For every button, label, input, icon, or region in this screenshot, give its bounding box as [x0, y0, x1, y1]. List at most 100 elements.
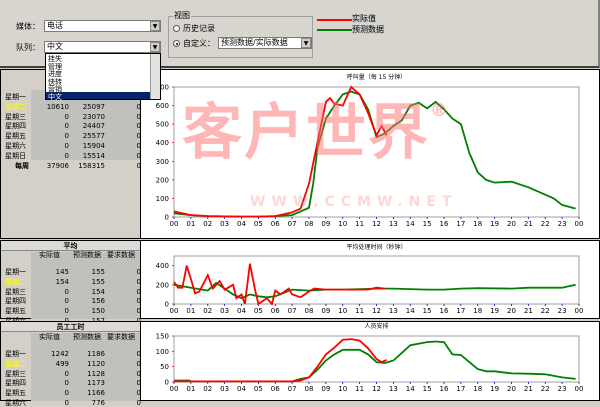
row-day-label: 星期三: [5, 369, 26, 378]
x-tick-label: 18: [473, 220, 482, 228]
plot-area: [173, 255, 580, 305]
actual-series-line: [173, 263, 385, 306]
table-cell: 0: [64, 369, 69, 378]
view-custom-radio[interactable]: [173, 40, 180, 47]
queue-option-selected[interactable]: 中文: [48, 92, 62, 101]
x-tick-label: 02: [203, 385, 212, 393]
table-cell: 1173: [87, 379, 105, 388]
x-tick-label: 15: [423, 385, 432, 393]
row-day-label: 星期四: [5, 122, 26, 131]
volume-table-bg: [31, 90, 140, 160]
x-tick-label: 13: [389, 385, 398, 393]
staff-table-title: 员工工时: [56, 323, 85, 331]
queue-dropdown-list[interactable]: 挂失 管理 进度 快转 营销 中文: [45, 53, 161, 100]
table-cell: 150: [91, 307, 105, 316]
x-tick-label: 16: [440, 385, 449, 393]
queue-option[interactable]: 快转: [48, 77, 62, 86]
y-tick-label: 0: [165, 379, 169, 387]
table-cell: 0: [136, 151, 141, 160]
queue-option[interactable]: 挂失: [48, 55, 62, 63]
y-tick-label: 100: [156, 195, 169, 203]
chart-title: 呼叫量（每 15 分钟）: [347, 73, 406, 81]
view-custom-label[interactable]: 自定义：: [183, 39, 215, 48]
queue-option[interactable]: 营销: [48, 85, 62, 93]
table-cell: 145: [55, 268, 69, 276]
x-tick-label: 21: [524, 385, 533, 393]
x-tick-label: 23: [558, 307, 567, 315]
x-tick-label: 04: [237, 385, 246, 393]
queue-option[interactable]: 管理: [48, 62, 62, 71]
table-cell: 0: [136, 369, 141, 378]
x-tick-label: 23: [558, 385, 567, 393]
actual-series-line: [173, 85, 388, 218]
x-tick-label: 04: [237, 307, 246, 315]
x-tick-label: 15: [423, 307, 432, 315]
row-day-label: 星期一: [5, 350, 26, 358]
actual-series-line: [174, 338, 387, 383]
y-tick-label: 200: [156, 281, 169, 289]
row-day-label: 星期五: [5, 307, 26, 316]
chevron-down-icon[interactable]: ▼: [150, 42, 160, 52]
x-tick-label: 17: [456, 385, 465, 393]
table-cell: 0: [64, 112, 69, 121]
custom-view-select[interactable]: 预测数据/实际数据 ▼: [218, 37, 312, 49]
media-select[interactable]: 电话 ▼: [44, 20, 161, 32]
chevron-down-icon[interactable]: ▼: [301, 38, 311, 48]
row-day-label: 星期四: [5, 379, 26, 388]
table-cell: 0: [64, 287, 69, 296]
row-day-label: 星期四: [5, 297, 26, 306]
media-label: 媒体：: [16, 22, 40, 31]
y-tick-label: 300: [156, 158, 169, 166]
x-tick-label: 06: [271, 385, 280, 393]
x-tick-label: 18: [473, 385, 482, 393]
queue-option[interactable]: 进度: [48, 70, 62, 78]
x-tick-label: 14: [406, 220, 415, 228]
table-cell: 10610: [46, 102, 69, 111]
x-tick-label: 01: [186, 385, 195, 393]
forecast-series-line: [173, 90, 576, 218]
view-history-radio[interactable]: [173, 25, 180, 32]
y-tick-label: 500: [156, 121, 169, 129]
x-tick-label: 05: [254, 307, 263, 315]
x-tick-label: 02: [203, 220, 212, 228]
x-tick-label: 07: [288, 307, 297, 315]
x-tick-label: 08: [305, 385, 314, 393]
x-tick-label: 00: [575, 307, 584, 315]
row-day-label: 星期五: [5, 132, 26, 141]
column-header: 预测数据: [73, 333, 101, 341]
x-tick-label: 17: [456, 307, 465, 315]
table-cell: 0: [136, 161, 141, 170]
chart-title: 人员安排: [364, 322, 388, 330]
queue-select[interactable]: 中文 ▼: [44, 41, 161, 53]
x-tick-label: 20: [507, 385, 516, 393]
table-cell: 1128: [87, 369, 105, 378]
row-day-label: 星期六: [5, 142, 26, 150]
average-table-title: 平均: [63, 242, 78, 250]
x-tick-label: 23: [558, 220, 567, 228]
x-tick-label: 22: [541, 385, 550, 393]
y-tick-label: 150: [156, 333, 169, 341]
forecast-series-line: [174, 340, 576, 383]
table-cell: 1242: [51, 350, 69, 358]
table-cell: 155: [91, 277, 105, 286]
table-cell: 0: [136, 379, 141, 388]
x-tick-label: 18: [473, 307, 482, 315]
dropdown-scrollbar[interactable]: [150, 54, 160, 99]
y-tick-label: 600: [156, 102, 169, 110]
x-tick-label: 07: [288, 220, 297, 228]
x-tick-label: 12: [372, 307, 381, 315]
x-tick-label: 06: [271, 307, 280, 315]
x-tick-label: 04: [237, 220, 246, 228]
y-tick-label: 400: [156, 262, 169, 270]
x-tick-label: 12: [372, 220, 381, 228]
x-tick-label: 03: [220, 220, 229, 228]
table-cell: 155: [91, 268, 105, 276]
table-cell: 776: [91, 399, 105, 407]
table-cell: 0: [136, 297, 141, 306]
x-tick-label: 10: [338, 220, 347, 228]
table-cell: 24407: [82, 122, 105, 131]
plot-area: [173, 86, 580, 218]
chart-title: 平均处理时间（秒钟）: [346, 243, 406, 251]
chevron-down-icon[interactable]: ▼: [150, 21, 160, 31]
view-history-label[interactable]: 历史记录: [183, 24, 215, 33]
